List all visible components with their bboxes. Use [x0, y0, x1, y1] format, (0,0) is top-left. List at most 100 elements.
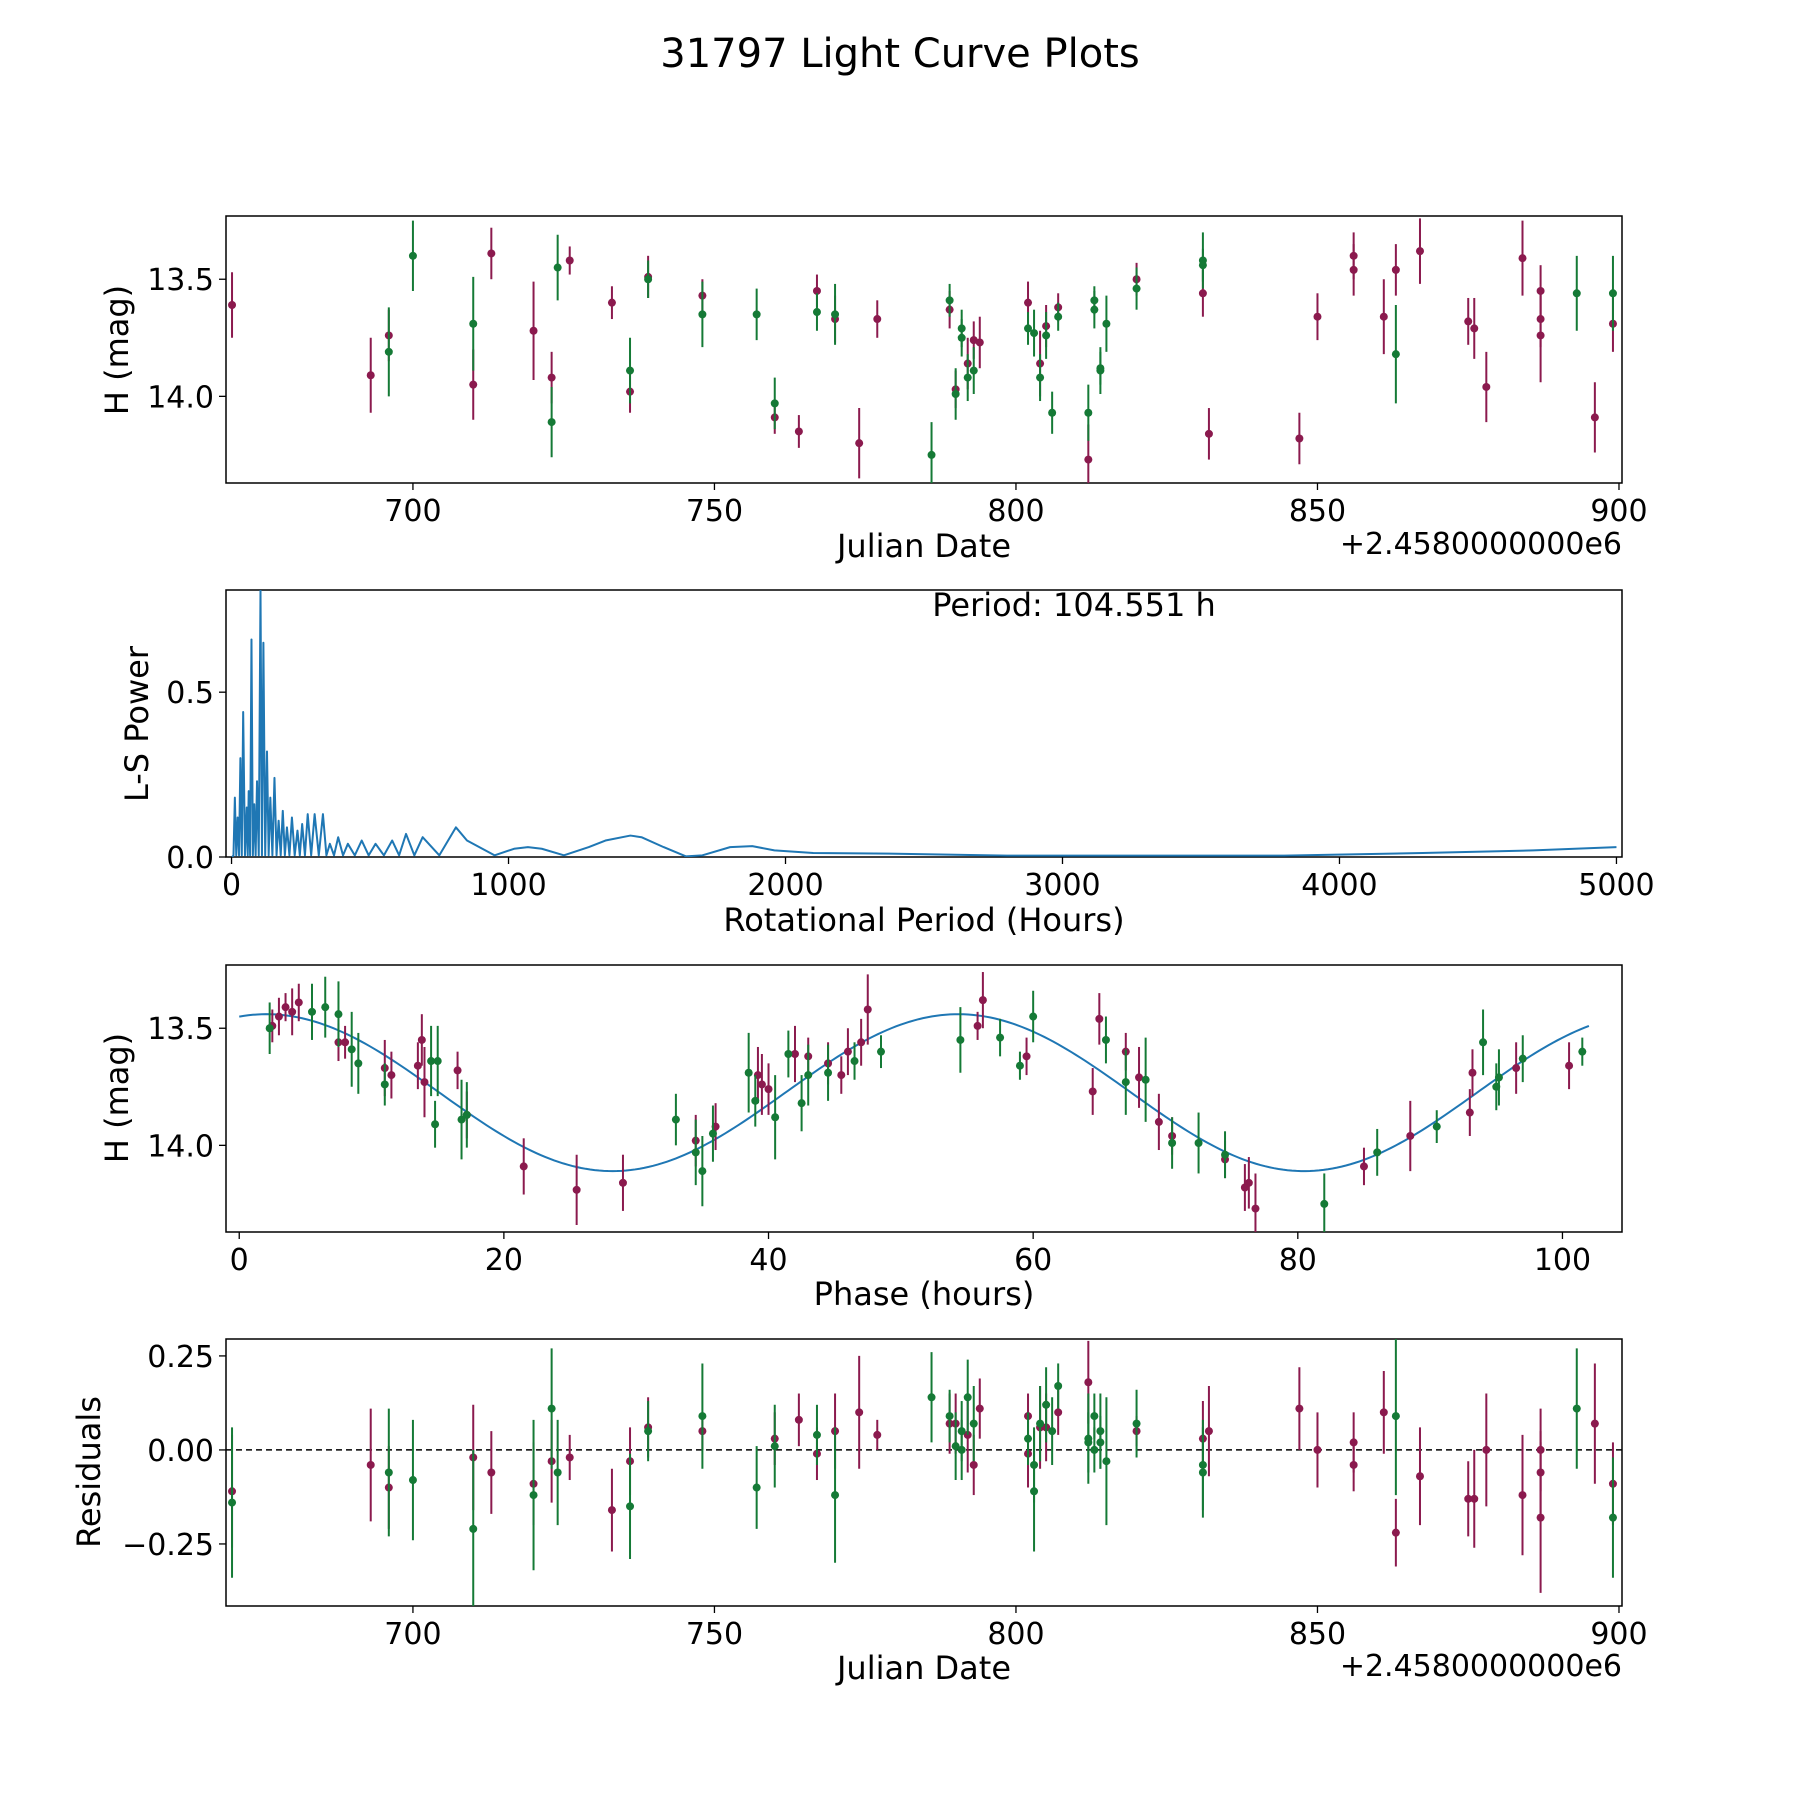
- residuals-offset-text: +2.4580000000e6: [1340, 1649, 1622, 1684]
- band_b-point: [433, 1057, 442, 1066]
- band_a-point: [1095, 1014, 1104, 1023]
- band_a-point: [1349, 1460, 1358, 1469]
- band_a-point: [1251, 1204, 1260, 1213]
- band_b-point: [945, 1412, 954, 1421]
- y-tick-label: 0.0: [166, 841, 214, 876]
- band_b-point: [797, 1099, 806, 1108]
- band_a-point: [1054, 1408, 1063, 1417]
- band_a-point: [1349, 251, 1358, 260]
- band_a-point: [420, 1078, 429, 1087]
- band_b-point: [1015, 1061, 1024, 1070]
- periodogram-line: [231, 590, 1617, 857]
- periodogram-axes-frame: [225, 589, 1623, 858]
- band_b-point: [996, 1033, 1005, 1042]
- band_a-point: [1084, 455, 1093, 464]
- band_b-point: [876, 1047, 885, 1056]
- x-tick-label: 700: [384, 494, 441, 529]
- band_a-point: [1379, 1408, 1388, 1417]
- band_a-point: [1198, 289, 1207, 298]
- periodogram-marks: [231, 590, 1617, 857]
- x-tick-label: 700: [384, 1617, 441, 1652]
- light-curve-marks: [228, 218, 1617, 483]
- y-tick-label: 14.0: [147, 1129, 214, 1164]
- band_b-point: [1090, 1445, 1099, 1454]
- band_b-point: [850, 1057, 859, 1066]
- x-tick-label: 800: [987, 1617, 1044, 1652]
- band_a-point: [565, 1453, 574, 1462]
- residuals-marks: [226, 1339, 1622, 1606]
- band_a-point: [1565, 1061, 1574, 1070]
- band_a-point: [1022, 1052, 1031, 1061]
- band_b-point: [957, 1445, 966, 1454]
- band_a-point: [469, 380, 478, 389]
- band_b-point: [771, 1113, 780, 1122]
- band_a-point: [1512, 1064, 1521, 1073]
- x-tick-label: 80: [1279, 1243, 1317, 1278]
- band_b-point: [1572, 1404, 1581, 1413]
- band_a-point: [1465, 1108, 1474, 1117]
- band_a-point: [1406, 1131, 1415, 1140]
- band_b-point: [1084, 1438, 1093, 1447]
- band_a-point: [1313, 312, 1322, 321]
- band_b-point: [691, 1148, 700, 1157]
- band_b-point: [951, 390, 960, 398]
- model-curve: [239, 1013, 1590, 1173]
- band_b-point: [408, 1476, 417, 1485]
- period-annotation: Period: 104.551 h: [932, 586, 1216, 624]
- band_b-point: [752, 310, 761, 319]
- band_a-point: [228, 301, 237, 309]
- band_a-point: [978, 996, 987, 1005]
- band_b-point: [1030, 329, 1039, 338]
- band_b-point: [469, 319, 478, 328]
- x-tick-label: 3000: [1024, 868, 1100, 903]
- band_a-point: [294, 998, 303, 1007]
- band_b-point: [1572, 289, 1581, 298]
- band_a-point: [487, 249, 496, 258]
- band_a-point: [863, 1005, 872, 1014]
- band_b-point: [553, 263, 562, 272]
- band_a-point: [366, 371, 375, 380]
- band_b-point: [770, 399, 779, 408]
- band_a-point: [1391, 265, 1400, 274]
- phase-fold-panel: Phase (hours) H (mag) 0 20 40 60 80 100 14.01…: [98, 964, 1623, 1313]
- band_a-point: [1415, 247, 1424, 256]
- band_a-point: [1295, 434, 1304, 443]
- periodogram-ylabel: L-S Power: [118, 645, 156, 802]
- residuals-ylabel: Residuals: [70, 1396, 108, 1548]
- light-curve-yticks: 14.0 13.5: [147, 263, 226, 415]
- band_b-point: [384, 1468, 393, 1477]
- band_a-point: [857, 1038, 866, 1047]
- band_b-point: [927, 450, 936, 459]
- band_a-point: [1590, 413, 1599, 422]
- band_b-point: [708, 1129, 717, 1138]
- band_b-point: [812, 1430, 821, 1439]
- x-tick-label: 800: [987, 494, 1044, 529]
- x-tick-label: 5000: [1578, 868, 1654, 903]
- band_a-point: [565, 256, 574, 265]
- band_b-point: [427, 1057, 436, 1066]
- band_b-point: [744, 1068, 753, 1077]
- band_a-point: [618, 1178, 627, 1187]
- band_a-point: [529, 326, 538, 335]
- band_a-point: [274, 1012, 283, 1021]
- band_a-point: [1518, 1491, 1527, 1500]
- band_b-point: [1141, 1075, 1150, 1084]
- band_a-point: [1313, 1445, 1322, 1454]
- band_a-point: [975, 1404, 984, 1413]
- plot-area: [239, 972, 1590, 1232]
- band_a-point: [572, 1185, 581, 1194]
- band_b-point: [1121, 1078, 1130, 1087]
- band_b-point: [547, 418, 556, 427]
- band_b-point: [1578, 1047, 1587, 1056]
- x-tick-label: 100: [1534, 1243, 1591, 1278]
- band_b-point: [770, 1442, 779, 1451]
- y-tick-label: 14.0: [147, 380, 214, 415]
- band_a-point: [288, 1007, 297, 1016]
- band_b-point: [1030, 1487, 1039, 1496]
- band_a-point: [1244, 1178, 1253, 1187]
- band_b-point: [334, 1010, 343, 1019]
- band_b-point: [1036, 373, 1045, 382]
- band_b-point: [1132, 284, 1141, 293]
- x-tick-label: 850: [1289, 1617, 1346, 1652]
- band_a-point: [1464, 317, 1473, 326]
